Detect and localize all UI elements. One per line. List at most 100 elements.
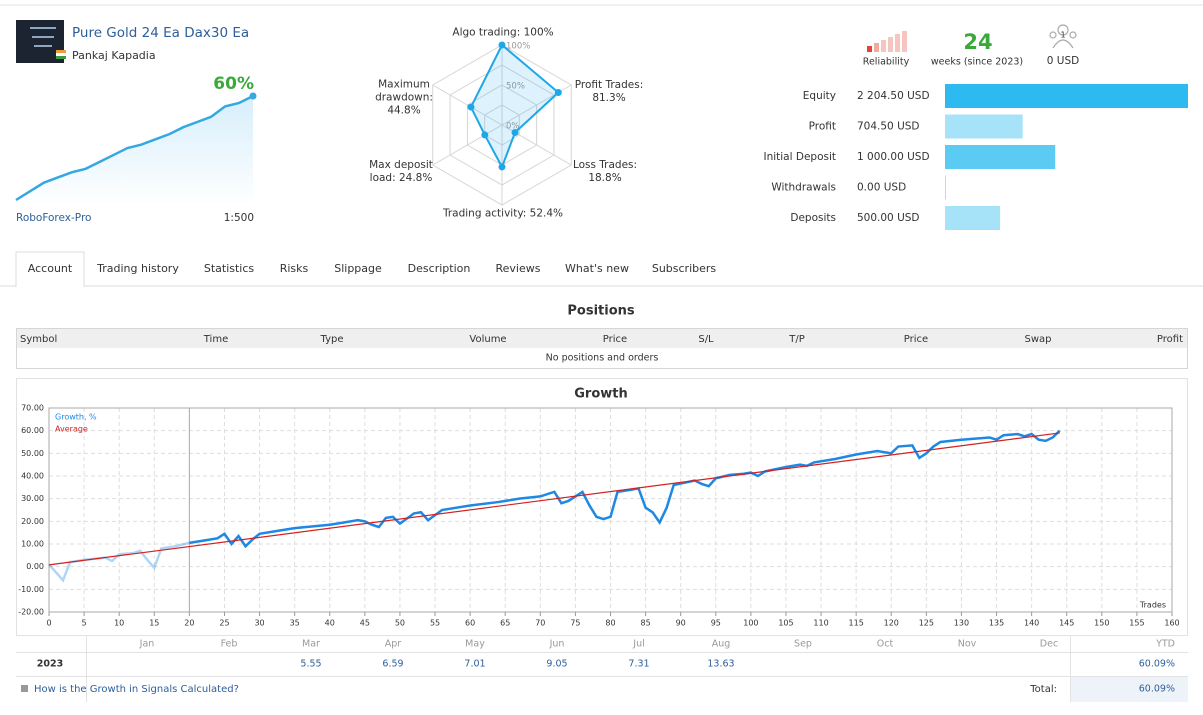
subscription-price: 0 USD (1047, 55, 1079, 67)
x-tick-label: 75 (570, 619, 580, 628)
month-header: Oct (877, 639, 894, 650)
avatar-art (30, 27, 56, 29)
radar-label: Max deposit load: 24.8% (365, 159, 437, 185)
column-header: Swap (1024, 334, 1051, 345)
month-header: Apr (385, 639, 402, 650)
x-tick-label: 25 (219, 619, 229, 628)
sparkline-area (16, 96, 253, 205)
month-value: 13.63 (707, 659, 734, 670)
radar-value: 44.8% (387, 104, 421, 117)
radar-point (554, 88, 562, 96)
radar-point (498, 41, 506, 49)
sparkline (15, 94, 254, 202)
reliability-label: Reliability (863, 57, 910, 68)
month-header: Dec (1040, 639, 1058, 650)
year: 2023 (37, 659, 63, 670)
x-tick-label: 65 (500, 619, 510, 628)
month-header: Jan (139, 639, 155, 650)
tab[interactable]: What's new (565, 262, 629, 275)
flag (56, 53, 66, 56)
balance-label: Equity (803, 90, 836, 102)
x-tick-label: 135 (989, 619, 1004, 628)
x-tick-label: 45 (360, 619, 370, 628)
month-header: May (465, 639, 485, 650)
month-value: 7.31 (628, 659, 649, 670)
x-tick-label: 15 (149, 619, 159, 628)
tab[interactable]: Description (408, 262, 471, 275)
positions-header (17, 329, 1187, 348)
radar-point (481, 131, 489, 139)
total-label: Total: (1029, 684, 1057, 695)
tab[interactable]: Risks (280, 262, 309, 275)
tab[interactable]: Statistics (204, 262, 255, 275)
radar-label: Trading activity: 52.4% (423, 208, 583, 221)
radar-axis (432, 124, 503, 166)
x-tick-label: 100 (743, 619, 758, 628)
balance-label: Withdrawals (771, 182, 836, 194)
x-tick-label: 5 (82, 619, 87, 628)
radar-tick-label: 100% (506, 42, 530, 52)
x-tick-label: 30 (254, 619, 264, 628)
subscribers-count: 1 (1060, 31, 1065, 40)
month-value: 5.55 (300, 659, 321, 670)
month-header: Jun (549, 639, 565, 650)
y-tick-label: -10.00 (18, 585, 44, 594)
column-header: S/L (698, 334, 714, 345)
column-header: Price (603, 334, 627, 345)
x-tick-label: 160 (1164, 619, 1179, 628)
weeks-label: weeks (since 2023) (931, 57, 1023, 68)
radar-category: Max deposit load: (369, 159, 433, 184)
balance-value: 0.00 USD (857, 182, 906, 194)
radar-point (498, 163, 506, 171)
radar-value: 52.4% (529, 207, 564, 220)
y-tick-label: 60.00 (21, 426, 44, 435)
column-header: Profit (1157, 334, 1183, 345)
x-tick-label: 145 (1059, 619, 1074, 628)
balance-bar (945, 206, 1001, 230)
month-value: 7.01 (464, 659, 485, 670)
balance-value: 1 000.00 USD (857, 151, 930, 163)
balance-value: 500.00 USD (857, 212, 920, 224)
y-tick-label: 50.00 (21, 449, 44, 458)
month-header: Mar (302, 639, 320, 650)
legend-entry: Growth, % (55, 413, 97, 422)
total-value: 60.09% (1139, 684, 1175, 695)
radar-tick-label: 0% (506, 122, 520, 132)
radar-label: Algo trading: 100% (433, 27, 573, 40)
y-tick-label: 40.00 (21, 472, 44, 481)
avatar-art (34, 45, 52, 47)
x-tick-label: 130 (954, 619, 969, 628)
total-cell (1070, 677, 1188, 702)
month-header: Jul (632, 639, 644, 650)
tab-active (15, 251, 85, 287)
radar-category: Trading activity: (442, 207, 527, 220)
x-tick-label: 50 (395, 619, 405, 628)
y-tick-label: 10.00 (21, 540, 44, 549)
balance-bar (945, 84, 1188, 108)
reliability-icon (867, 31, 907, 52)
growth-percent: 60% (213, 74, 254, 94)
tab[interactable]: Trading history (96, 262, 179, 275)
balance-bar (945, 114, 1023, 139)
balance-bar (945, 175, 946, 200)
growth-help-link[interactable]: How is the Growth in Signals Calculated? (34, 684, 239, 695)
balance-bar (945, 145, 1056, 169)
radar-category: Maximum drawdown: (375, 78, 433, 104)
x-tick-label: 10 (114, 619, 124, 628)
month-header: Sep (794, 639, 812, 650)
x-tick-label: 95 (711, 619, 721, 628)
y-tick-label: -20.00 (18, 608, 44, 617)
tab[interactable]: Slippage (334, 262, 382, 275)
tab[interactable]: Subscribers (652, 262, 717, 275)
subscribers-icon (1049, 24, 1077, 49)
tab[interactable]: Account (28, 262, 73, 275)
x-tick-label: 110 (813, 619, 828, 628)
plot-border (48, 407, 1173, 613)
x-axis-label: Trades (1139, 601, 1166, 610)
radar-value: 18.8% (588, 172, 622, 184)
series-line (48, 432, 1060, 566)
tab[interactable]: Reviews (496, 262, 541, 275)
x-tick-label: 125 (919, 619, 934, 628)
